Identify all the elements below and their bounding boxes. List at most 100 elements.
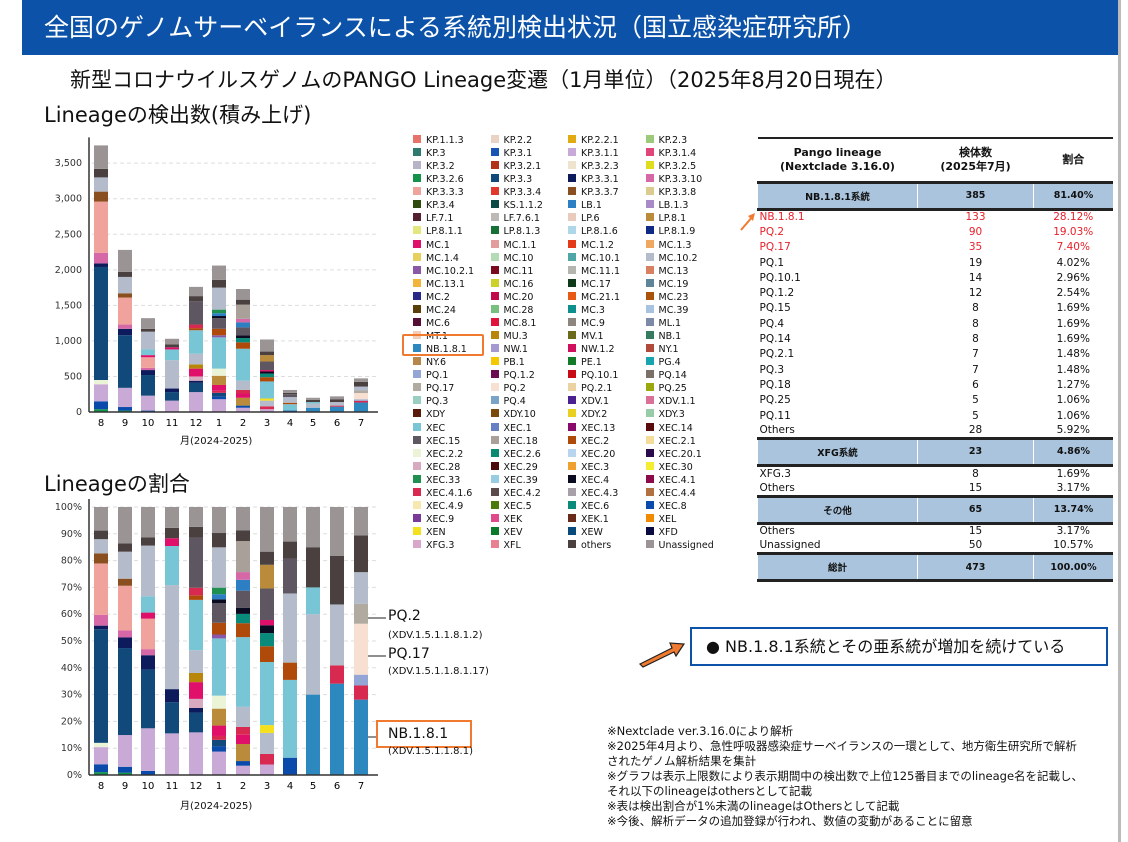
legend-item: XEC.28 (413, 461, 460, 474)
bar-segment-MC.10.2 (330, 604, 344, 666)
bar-segment-XEC.4 (212, 316, 226, 319)
count-chart-title: Lineageの検出数(積み上げ) (44, 103, 312, 127)
legend-label: ML.1 (658, 317, 682, 329)
legend-swatch (490, 383, 499, 392)
table-row: PQ.15 8 1.69% (759, 302, 1090, 315)
legend-label: XEC.9 (426, 514, 455, 526)
bar-segment-XEC.15 (236, 327, 250, 336)
legend-label: XEC.3 (581, 461, 610, 473)
bar-segment-KP.3.3.7 (94, 553, 108, 564)
bar-segment-XEC.4.1.6 (260, 753, 274, 765)
bar-segment-MC.10.2.1 (212, 634, 226, 639)
legend-label: MU.3 (503, 331, 528, 343)
legend-item: KP.3.2 (413, 160, 455, 173)
bar-segment-MC.10.2 (354, 572, 368, 604)
legend-label: XEC.30 (658, 461, 693, 473)
legend-label: XEC.28 (426, 461, 461, 473)
bar-segment-XEC (189, 330, 203, 354)
legend-swatch (413, 370, 421, 379)
legend-swatch (490, 252, 499, 261)
legend-swatch (413, 135, 421, 143)
legend-label: MC.13.1 (426, 278, 466, 290)
bar-segment-XEC.6 (260, 373, 274, 378)
legend-swatch (645, 357, 654, 366)
bar-segment-MC.10.2 (212, 287, 226, 310)
legend-item: KP.1.1.3 (413, 134, 464, 147)
x-tick-label: 9 (122, 418, 128, 429)
bar-segment-KP.3.3 (118, 335, 132, 388)
bar-segment-others (212, 279, 226, 288)
legend-item: MC.28 (490, 304, 533, 317)
footnote-line: ※2025年4月より、急性呼吸器感染症サーベイランスの一環として、地方衛生研究所… (607, 739, 1077, 753)
bar-segment-XEC.2 (212, 622, 226, 635)
bar-segment-XEC (306, 402, 320, 404)
legend-label: NW.1.2 (581, 344, 615, 356)
legend-label: XEC.2.2 (426, 448, 464, 460)
bar-segment-KP.3.3.10 (236, 318, 250, 323)
footnotes: ※Nextclade ver.3.16.0により解析 ※2025年4月より、急性呼… (607, 724, 1127, 829)
legend-swatch (413, 540, 421, 549)
bar-segment-others (189, 296, 203, 302)
legend-item: MC.16 (490, 278, 533, 291)
legend-label: XEN (426, 527, 446, 539)
legend-swatch (645, 331, 654, 340)
bar-segment-XEC.2 (236, 342, 250, 349)
legend-item: PQ.1 (413, 369, 448, 382)
legend-item: MV.1 (568, 330, 604, 343)
legend-swatch (413, 278, 421, 287)
bar-segment-XEC (212, 337, 226, 369)
bar-segment-MC.10.2 (212, 547, 226, 588)
legend-swatch (413, 344, 421, 353)
legend-label: XEC.20 (581, 448, 616, 460)
bar-segment-MU.3 (189, 672, 203, 683)
legend-label: NB.1.8.1 (426, 344, 467, 356)
table-row: PQ.1.2 12 2.54% (759, 287, 1090, 300)
table-row: PQ.11 5 1.06% (759, 409, 1090, 422)
bar-segment-KP.3.1.1 (94, 747, 108, 765)
legend-swatch (645, 435, 654, 444)
legend-swatch (568, 540, 576, 549)
legend-swatch (568, 200, 576, 209)
bar-segment-NB.1.8.1 (306, 694, 320, 775)
bar-segment-LP.8.1 (212, 708, 226, 726)
bar-segment-KP.3.1.1 (165, 733, 179, 775)
bar-segment-XEC (260, 662, 274, 726)
bar-segment-others (306, 547, 320, 588)
x-tick-label: 1 (216, 781, 222, 792)
bar-segment-Unassigned (94, 145, 108, 169)
bar-segment-XEC (283, 679, 297, 758)
y-tick-label: 1,000 (55, 336, 82, 347)
bar-segment-XEC.33 (212, 587, 226, 595)
bar-segment-XEC.8 (141, 770, 155, 775)
legend-label: XEK.1 (581, 514, 609, 526)
bar-segment-KP.3.3 (212, 739, 226, 747)
legend-item: XDV.1 (568, 395, 609, 408)
x-tick-label: 12 (190, 781, 203, 792)
bar-segment-MC.1 (236, 393, 250, 398)
y-tick-label: 2,000 (55, 265, 82, 276)
legend-swatch (490, 500, 499, 509)
legend-item: KP.3 (413, 147, 446, 160)
legend-label: MV.1 (581, 331, 604, 343)
x-tick-label: 10 (142, 418, 155, 429)
bar-segment-others (283, 541, 297, 559)
legend-swatch (645, 148, 654, 157)
legend-swatch (490, 331, 499, 340)
bar-segment-XEC.8 (118, 407, 132, 411)
bar-segment-KP.3.3.7 (94, 191, 108, 202)
bar-segment-XEC.4.1.6 (212, 390, 226, 393)
legend-swatch (645, 135, 654, 143)
legend-swatch (645, 396, 654, 405)
bar-segment-XEC.2 (260, 377, 274, 382)
bar-segment-others (189, 526, 203, 538)
bar-segment-XEC.15 (212, 603, 226, 623)
bar-segment-KP.3.3.3 (141, 618, 155, 650)
bar-segment-Unassigned (94, 507, 108, 531)
bar-segment-KP.3.3.10 (141, 649, 155, 656)
bar-segment-XEC.4.1.6 (236, 726, 250, 735)
legend-item: KP.3.3.8 (645, 186, 696, 199)
legend-swatch (490, 370, 499, 379)
legend-item: KP.2.2 (490, 134, 532, 147)
bar-segment-LP.8.1 (212, 375, 226, 385)
bar-segment-XEC.15 (189, 537, 203, 588)
